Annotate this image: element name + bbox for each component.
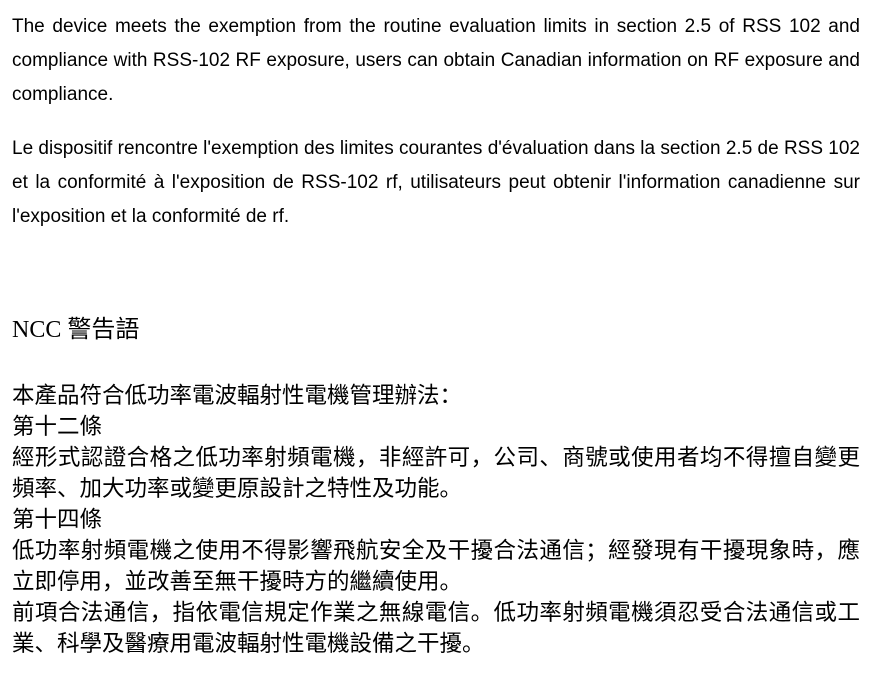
document-page: The device meets the exemption from the … xyxy=(0,0,872,669)
zh-body-line-5: 低功率射頻電機之使用不得影響飛航安全及干擾合法通信；經發現有干擾現象時，應立即停… xyxy=(12,535,860,597)
zh-body-line-1: 本產品符合低功率電波輻射性電機管理辦法： xyxy=(12,380,860,411)
zh-body-line-6: 前項合法通信，指依電信規定作業之無線電信。低功率射頻電機須忍受合法通信或工業、科… xyxy=(12,597,860,659)
zh-body-line-2: 第十二條 xyxy=(12,411,860,442)
zh-body-line-3: 經形式認證合格之低功率射頻電機，非經許可，公司、商號或使用者均不得擅自變更頻率、… xyxy=(12,442,860,504)
vertical-spacer xyxy=(12,254,860,314)
zh-body-line-4: 第十四條 xyxy=(12,504,860,535)
french-paragraph-1: Le dispositif rencontre l'exemption des … xyxy=(12,132,860,234)
ncc-heading: NCC 警告語 xyxy=(12,314,860,346)
english-paragraph-1: The device meets the exemption from the … xyxy=(12,10,860,112)
